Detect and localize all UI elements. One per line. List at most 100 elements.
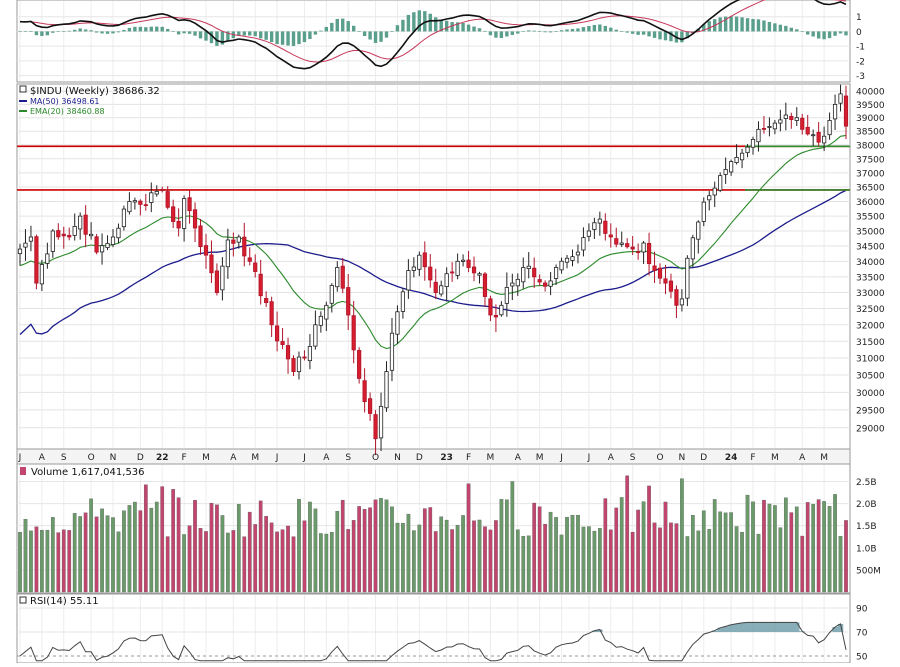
candle-body [45,253,50,264]
volume-bar [18,532,22,593]
macd-histogram-bar [133,26,137,32]
macd-histogram-bar [587,26,591,32]
macd-histogram-bar [215,31,219,46]
candle-body [674,289,679,306]
volume-bar [499,499,504,593]
volume-bar [477,519,482,593]
volume-bar [406,513,411,593]
candle-body [275,325,280,342]
macd-histogram-bar [723,16,728,32]
volume-bar [308,501,312,593]
candle-body [772,122,777,130]
volume-bar [723,512,728,593]
volume-bar [105,515,110,593]
candle-body [707,195,712,201]
volume-bar [67,530,72,593]
volume-bar [395,522,400,593]
candle-body [701,201,706,222]
volume-bar [100,508,104,593]
macd-histogram-bar [477,28,482,32]
volume-bar [269,522,274,593]
candle-body [384,371,389,409]
candle-body [433,281,438,293]
macd-histogram-bar [330,22,334,32]
volume-bar [439,516,444,593]
price-tick-label: 30500 [856,372,885,382]
x-tick-label: M [487,453,495,463]
price-tick-label: 36500 [856,184,885,194]
candle-body [679,298,684,306]
volume-bar [417,524,422,593]
candle-body [794,117,799,121]
macd-histogram-bar [641,31,646,35]
price-tick-label: 39500 [856,101,885,111]
x-tick-label: A [515,453,522,463]
x-tick-label: A [323,453,330,463]
candle-body [499,304,504,316]
candle-body [411,266,416,271]
x-tick-label: J [18,453,22,463]
x-tick-label: N [110,453,117,463]
macd-histogram-bar [663,31,668,41]
macd-histogram-bar [226,31,230,41]
macd-histogram-bar [368,31,372,40]
candle-body [663,278,668,284]
price-tick-label: 37500 [856,155,885,165]
macd-histogram-bar [401,19,405,32]
candle-body [657,267,663,279]
volume-bar [844,520,848,593]
candle-body [247,257,252,262]
volume-bar [783,497,788,593]
candle-body [351,315,356,351]
macd-histogram-bar [838,31,843,34]
macd-histogram-bar [160,26,164,32]
volume-bar [833,494,837,593]
volume-bar [838,535,843,593]
volume-bar [143,484,148,593]
candle-body [521,267,526,283]
macd-histogram-bar [521,31,525,33]
macd-histogram-bar [816,31,821,39]
candle-body [242,236,247,257]
volume-bar [94,516,99,593]
volume-bar [335,511,340,593]
volume-bar [89,498,93,593]
x-tick-label: M [202,453,210,463]
macd-histogram-bar [718,17,722,32]
macd-histogram-bar [751,18,755,32]
candle-body [570,256,575,261]
macd-histogram-bar [800,31,804,33]
macd-tick-label: -1 [856,43,865,53]
volume-bar [422,508,427,593]
candle-body [843,95,849,127]
volume-label: Volume 1,617,041,536 [31,467,145,478]
volume-bar [767,503,772,593]
volume-bar [83,512,88,593]
candle-body [34,236,39,284]
candle-body [718,175,723,191]
price-symbol-label: $INDU (Weekly) 38686.32 [30,86,160,97]
volume-bar [483,526,487,593]
candle-body [72,226,77,236]
candle-body [597,218,602,224]
macd-histogram-bar [466,24,471,32]
candle-body [121,208,127,228]
macd-histogram-bar [636,31,640,35]
volume-bar [537,506,542,593]
candle-body [800,117,805,130]
candle-body [50,230,55,252]
candle-body [553,267,559,279]
candle-body [750,139,756,148]
volume-bar [412,530,416,593]
macd-histogram-bar [209,31,214,44]
rsi-overbought-fill [591,622,844,632]
macd-histogram-bar [795,29,799,32]
price-tick-label: 35000 [856,227,885,237]
macd-histogram-bar [423,11,427,32]
volume-bar [297,498,301,593]
volume-bar [526,535,531,593]
volume-bar [324,533,329,593]
macd-histogram-bar [29,31,33,32]
macd-histogram-bar [707,21,711,32]
